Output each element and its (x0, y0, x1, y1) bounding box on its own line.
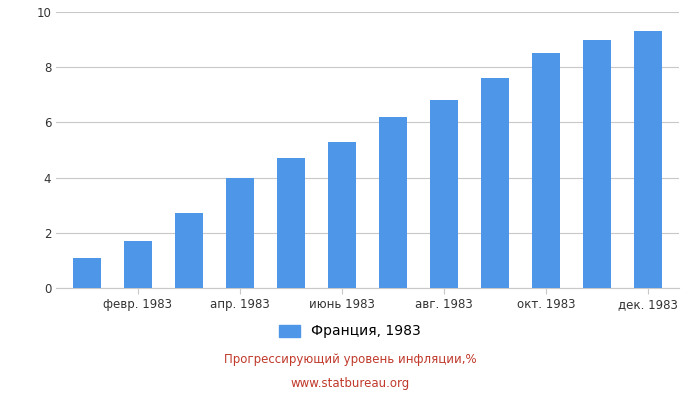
Bar (175, 214, 203, 288)
Text: Прогрессирующий уровень инфляции,%: Прогрессирующий уровень инфляции,% (224, 354, 476, 366)
Bar (430, 100, 458, 288)
Bar (583, 40, 611, 288)
Bar (277, 158, 305, 288)
Bar (226, 178, 254, 288)
Bar (634, 31, 662, 288)
Bar (328, 142, 356, 288)
Legend: Франция, 1983: Франция, 1983 (274, 319, 426, 344)
Bar (73, 258, 101, 288)
Bar (481, 78, 509, 288)
Text: www.statbureau.org: www.statbureau.org (290, 378, 410, 390)
Bar (124, 241, 152, 288)
Bar (379, 117, 407, 288)
Bar (532, 53, 560, 288)
